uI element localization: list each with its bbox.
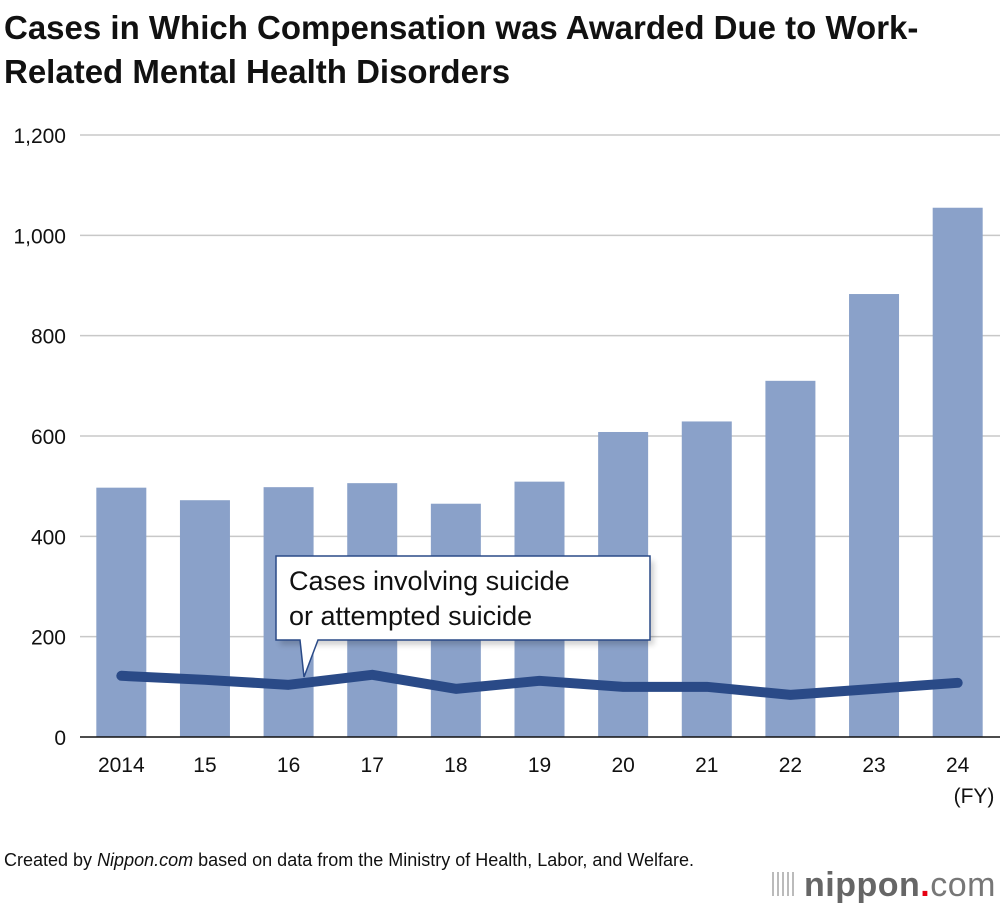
source-name: Nippon.com <box>97 850 194 870</box>
y-tick-label: 400 <box>31 526 66 549</box>
y-tick-label: 800 <box>31 326 66 349</box>
y-tick-label: 200 <box>31 627 66 650</box>
x-tick-label: 19 <box>528 754 551 777</box>
x-tick-label: 23 <box>862 754 885 777</box>
bar <box>765 380 816 737</box>
bar <box>179 500 230 737</box>
bar <box>849 294 900 737</box>
callout-box <box>275 555 651 678</box>
x-tick-label: 20 <box>611 754 634 777</box>
y-tick-label: 1,000 <box>13 225 66 248</box>
x-tick-label: 21 <box>695 754 718 777</box>
y-tick-label: 600 <box>31 426 66 449</box>
chart: 0 200 400 600 800 1,000 1,200 2014 15 16 17 18 19 20 2… <box>13 125 1000 808</box>
x-tick-label: 22 <box>779 754 802 777</box>
callout-text: or attempted suicide <box>289 601 532 631</box>
source-suffix: based on data from the Ministry of Healt… <box>193 850 695 870</box>
x-tick-label: 16 <box>277 754 300 777</box>
x-unit-label: (FY) <box>954 785 995 808</box>
x-tick-label: 15 <box>193 754 216 777</box>
bar <box>96 487 147 737</box>
callout-text: Cases involving suicide <box>289 566 570 596</box>
y-tick-label: 1,200 <box>13 125 66 148</box>
bar <box>932 207 983 737</box>
source-note: Created by Nippon.com based on data from… <box>4 848 764 873</box>
x-tick-label: 17 <box>361 754 384 777</box>
nippon-logo: nippon.com <box>772 866 996 905</box>
x-tick-label: 18 <box>444 754 467 777</box>
y-tick-label: 0 <box>54 727 66 750</box>
source-prefix: Created by <box>4 850 98 870</box>
x-tick-label: 2014 <box>98 754 145 777</box>
chart-title: Cases in Which Compensation was Awarded … <box>4 9 919 90</box>
suicide-line <box>116 669 963 700</box>
x-tick-label: 24 <box>946 754 970 777</box>
